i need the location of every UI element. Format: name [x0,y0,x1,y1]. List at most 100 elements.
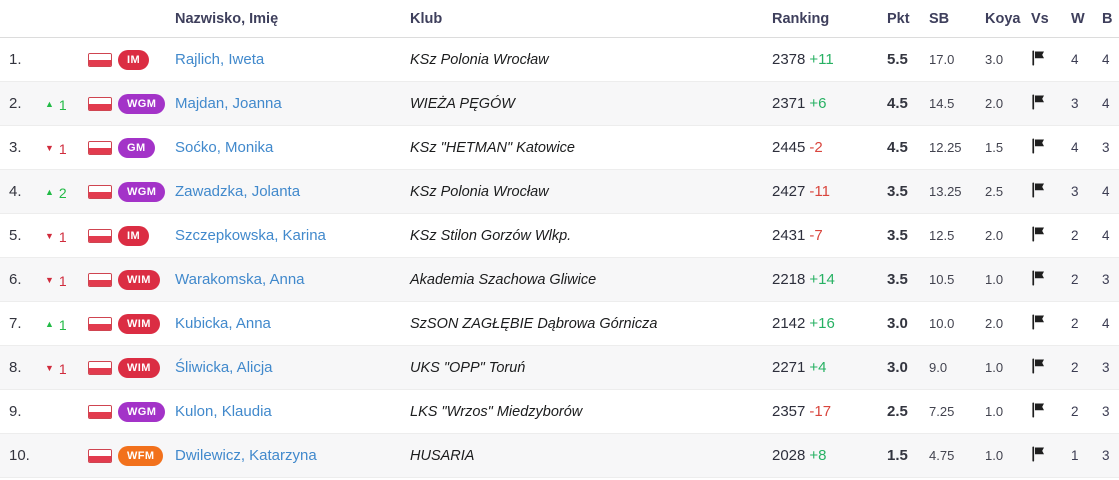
vs-flag-icon[interactable] [1031,402,1045,422]
vs-flag-icon[interactable] [1031,182,1045,202]
title-badge: WFM [118,445,164,466]
player-name-link[interactable]: Rajlich, Iweta [175,51,265,68]
rank-change-arrow-icon: ▼ [45,363,54,374]
koya-tiebreak-value: 2.0 [985,228,1004,243]
black-games-value: 3 [1102,448,1110,463]
black-games-value: 4 [1102,228,1110,243]
rank-number: 3. [9,139,22,156]
black-games-value: 3 [1102,404,1110,419]
rank-change-arrow-icon: ▼ [45,143,54,154]
black-games-value: 4 [1102,96,1110,111]
table-row: 6. ▼ 1 WIM Warakomska, Anna Akademia Sza… [0,258,1119,302]
header-vs: Vs [1031,10,1049,27]
header-ranking: Ranking [772,10,830,27]
white-games-value: 4 [1071,52,1079,67]
vs-flag-icon[interactable] [1031,446,1045,466]
koya-tiebreak-value: 1.0 [985,448,1004,463]
poland-flag-icon [88,229,112,244]
points-value: 4.5 [887,139,908,156]
rank-change-indicator: ▼ 1 [45,141,67,157]
header-koya: Koya [985,10,1021,27]
player-name-link[interactable]: Zawadzka, Jolanta [175,183,301,200]
poland-flag-icon [88,141,112,156]
vs-flag-icon[interactable] [1031,270,1045,290]
sb-tiebreak-value: 14.5 [929,96,955,111]
rank-number: 2. [9,95,22,112]
club-name: KSz Polonia Wrocław [410,52,549,68]
header-pkt: Pkt [887,10,910,27]
points-value: 3.5 [887,183,908,200]
club-name: LKS "Wrzos" Miedzyborów [410,404,583,420]
sb-tiebreak-value: 13.25 [929,184,962,199]
rank-number: 9. [9,403,22,420]
points-value: 5.5 [887,51,908,68]
title-badge: IM [118,49,150,70]
rank-number: 5. [9,227,22,244]
table-row: 4. ▲ 2 WGM Zawadzka, Jolanta KSz Polonia… [0,170,1119,214]
rank-number: 1. [9,51,22,68]
rating-change: +6 [809,95,827,112]
white-games-value: 2 [1071,228,1079,243]
vs-flag-icon[interactable] [1031,358,1045,378]
rank-change-arrow-icon: ▲ [45,99,54,110]
table-body: 1. IM Rajlich, Iweta KSz Polonia Wrocław… [0,38,1119,478]
rank-change-value: 1 [58,272,67,289]
vs-flag-icon[interactable] [1031,314,1045,334]
club-name: Akademia Szachowa Gliwice [410,272,597,288]
player-name-link[interactable]: Dwilewicz, Katarzyna [175,447,317,464]
points-value: 4.5 [887,95,908,112]
player-name-link[interactable]: Soćko, Monika [175,139,274,156]
rating-change: +11 [809,51,834,68]
rating-change: +8 [809,447,827,464]
table-row: 1. IM Rajlich, Iweta KSz Polonia Wrocław… [0,38,1119,82]
rank-number: 8. [9,359,22,376]
title-badge: WGM [118,181,166,202]
player-name-link[interactable]: Szczepkowska, Karina [175,227,326,244]
vs-flag-icon[interactable] [1031,226,1045,246]
title-badge: GM [118,137,155,158]
poland-flag-icon [88,317,112,332]
black-games-value: 3 [1102,360,1110,375]
poland-flag-icon [88,405,112,420]
rating-change: +16 [809,315,835,332]
koya-tiebreak-value: 1.0 [985,272,1004,287]
header-name: Nazwisko, Imię [175,10,279,27]
title-badge: WIM [118,357,160,378]
rating-value: 2028 [772,447,806,464]
rating-change: -7 [809,227,823,244]
black-games-value: 4 [1102,316,1110,331]
table-row: 8. ▼ 1 WIM Śliwicka, Alicja UKS "OPP" To… [0,346,1119,390]
player-name-link[interactable]: Kubicka, Anna [175,315,271,332]
player-name-link[interactable]: Śliwicka, Alicja [175,359,273,376]
sb-tiebreak-value: 17.0 [929,52,955,67]
club-name: WIEŻA PĘGÓW [410,96,515,112]
points-value: 3.5 [887,227,908,244]
rank-change-indicator: ▲ 1 [45,317,67,333]
player-name-link[interactable]: Warakomska, Anna [175,271,305,288]
title-badge: WIM [118,313,160,334]
rank-change-arrow-icon: ▼ [45,275,54,286]
table-row: 7. ▲ 1 WIM Kubicka, Anna SzSON ZAGŁĘBIE … [0,302,1119,346]
poland-flag-icon [88,449,112,464]
club-name: KSz Polonia Wrocław [410,184,549,200]
rating-value: 2431 [772,227,806,244]
white-games-value: 3 [1071,96,1079,111]
rank-number: 6. [9,271,22,288]
poland-flag-icon [88,185,112,200]
rank-change-indicator: ▼ 1 [45,273,67,289]
rating-change: -2 [809,139,823,156]
black-games-value: 3 [1102,140,1110,155]
player-name-link[interactable]: Kulon, Klaudia [175,403,272,420]
rank-change-value: 1 [58,228,67,245]
title-badge: IM [118,225,150,246]
points-value: 3.5 [887,271,908,288]
vs-flag-icon[interactable] [1031,94,1045,114]
vs-flag-icon[interactable] [1031,50,1045,70]
rank-change-indicator: ▼ 1 [45,229,67,245]
sb-tiebreak-value: 9.0 [929,360,948,375]
player-name-link[interactable]: Majdan, Joanna [175,95,282,112]
vs-flag-icon[interactable] [1031,138,1045,158]
rating-change: -17 [809,403,832,420]
table-row: 9. WGM Kulon, Klaudia LKS "Wrzos" Miedzy… [0,390,1119,434]
